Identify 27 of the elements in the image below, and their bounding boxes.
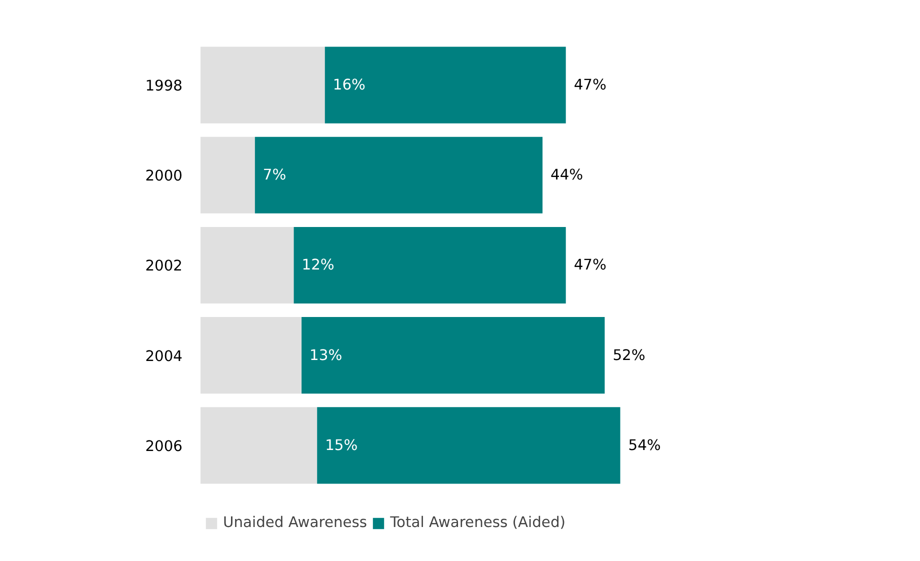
bar <box>200 317 302 394</box>
legend-label: Total Awareness (Aided) <box>390 514 566 531</box>
total-label: 52% <box>612 346 646 364</box>
y-tick-label: 2002 <box>145 258 183 275</box>
data-label: 13% <box>310 346 342 364</box>
bar <box>200 407 318 484</box>
legend-label: Unaided Awareness <box>223 514 368 531</box>
y-tick-label: 2000 <box>145 168 183 185</box>
bar <box>317 407 620 484</box>
total-label: 47% <box>574 76 606 94</box>
data-label: 12% <box>302 256 334 274</box>
bar <box>200 226 294 304</box>
total-label: 44% <box>550 166 584 184</box>
y-tick-label: 2004 <box>145 348 183 365</box>
bar <box>200 136 255 214</box>
bar <box>302 317 605 394</box>
y-tick-label: 2006 <box>145 438 183 455</box>
bar <box>324 46 566 124</box>
total-label: 47% <box>574 256 606 274</box>
data-label: 15% <box>325 436 358 454</box>
total-label: 54% <box>628 436 661 454</box>
y-tick-label: 1998 <box>145 78 183 95</box>
data-label: 16% <box>332 76 366 94</box>
bar <box>254 136 543 214</box>
bar <box>200 46 325 124</box>
bar <box>294 226 566 304</box>
data-label: 7% <box>262 166 286 184</box>
